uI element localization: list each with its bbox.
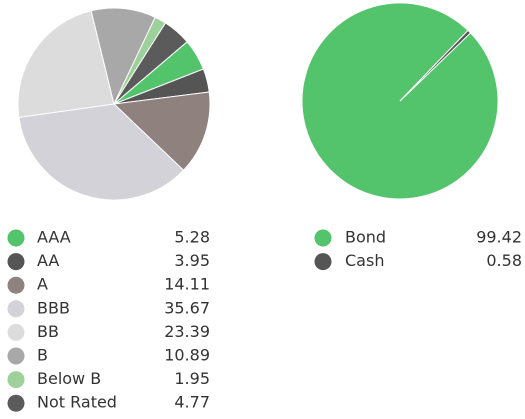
legend-value: 5.28: [174, 228, 210, 247]
pie-slice: [301, 2, 499, 200]
legend-label: BB: [37, 322, 59, 341]
legend-dot: [7, 371, 25, 389]
legend-label: BBB: [37, 298, 70, 317]
legend-value: 3.95: [174, 251, 210, 270]
legend-value: 10.89: [164, 346, 210, 365]
legend-label: Not Rated: [37, 393, 117, 412]
legend-dot: [7, 347, 25, 365]
legend-label: AA: [37, 251, 59, 270]
legend-value: 0.58: [486, 251, 522, 270]
legend-dot: [7, 229, 25, 247]
legend-dot: [7, 276, 25, 294]
pie-slice: [399, 29, 472, 102]
pie-slice: [17, 10, 115, 118]
pie-slice: [18, 103, 185, 201]
legend-value: 14.11: [164, 275, 210, 294]
legend-label: Cash: [345, 251, 384, 270]
legend-label: Bond: [345, 228, 386, 247]
legend-value: 1.95: [174, 369, 210, 388]
legend-dot: [314, 229, 332, 247]
legend-dot: [7, 253, 25, 271]
legend-value: 4.77: [174, 393, 210, 412]
legend-dot: [7, 300, 25, 318]
pie-slice: [90, 7, 156, 106]
pie-slice: [112, 91, 211, 171]
legend-dot: [314, 253, 332, 271]
legend-dot: [7, 394, 25, 412]
legend-label: AAA: [37, 228, 71, 247]
legend-value: 35.67: [164, 298, 210, 317]
legend-label: A: [37, 275, 48, 294]
legend-label: B: [37, 346, 48, 365]
legend-label: Below B: [37, 369, 101, 388]
pie-slice: [113, 22, 188, 105]
legend-value: 99.42: [476, 228, 522, 247]
legend-value: 23.39: [164, 322, 210, 341]
legend-dot: [7, 323, 25, 341]
